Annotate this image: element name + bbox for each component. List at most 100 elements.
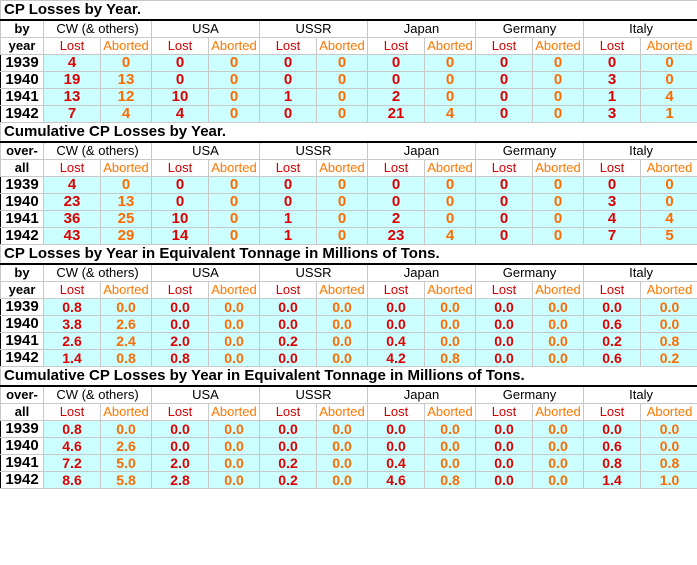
lost-value-cell[interactable]: 0.8 — [583, 454, 641, 472]
nation-header[interactable]: USA — [151, 19, 260, 38]
lost-value-cell[interactable]: 0.4 — [367, 332, 425, 350]
aborted-value-cell[interactable]: 0 — [532, 227, 584, 245]
aborted-header[interactable]: Aborted — [639, 403, 697, 421]
lost-header[interactable]: Lost — [367, 281, 425, 299]
lost-value-cell[interactable]: 1.4 — [43, 349, 101, 367]
nation-header[interactable]: Germany — [475, 263, 584, 282]
year-cell[interactable]: 1942 — [0, 471, 44, 489]
nation-header[interactable]: USSR — [259, 385, 368, 404]
lost-value-cell[interactable]: 0.2 — [259, 332, 317, 350]
year-cell[interactable]: 1939 — [0, 54, 44, 72]
lost-value-cell[interactable]: 23 — [43, 193, 101, 211]
lost-header[interactable]: Lost — [367, 403, 425, 421]
aborted-value-cell[interactable]: 0 — [208, 54, 260, 72]
aborted-value-cell[interactable]: 5 — [639, 227, 697, 245]
nation-header[interactable]: Germany — [475, 385, 584, 404]
year-cell[interactable]: 1939 — [0, 298, 44, 316]
aborted-header[interactable]: Aborted — [316, 37, 368, 55]
aborted-value-cell[interactable]: 0.0 — [532, 420, 584, 438]
aborted-value-cell[interactable]: 0.8 — [639, 332, 697, 350]
lost-header[interactable]: Lost — [151, 159, 209, 177]
lost-value-cell[interactable]: 0 — [475, 88, 533, 106]
aborted-header[interactable]: Aborted — [208, 159, 260, 177]
lost-value-cell[interactable]: 0 — [583, 54, 641, 72]
lost-value-cell[interactable]: 1 — [259, 88, 317, 106]
aborted-value-cell[interactable]: 0.0 — [532, 454, 584, 472]
aborted-value-cell[interactable]: 4 — [639, 210, 697, 228]
aborted-value-cell[interactable]: 0 — [208, 210, 260, 228]
lost-value-cell[interactable]: 0.0 — [475, 298, 533, 316]
lost-value-cell[interactable]: 3.8 — [43, 315, 101, 333]
lost-value-cell[interactable]: 0.0 — [475, 437, 533, 455]
lost-value-cell[interactable]: 1 — [583, 88, 641, 106]
aborted-value-cell[interactable]: 0.0 — [208, 420, 260, 438]
aborted-header[interactable]: Aborted — [100, 37, 152, 55]
lost-value-cell[interactable]: 0.0 — [151, 420, 209, 438]
lost-value-cell[interactable]: 0.0 — [259, 349, 317, 367]
lost-value-cell[interactable]: 10 — [151, 210, 209, 228]
side-label-bottom[interactable]: all — [0, 403, 44, 421]
aborted-value-cell[interactable]: 29 — [100, 227, 152, 245]
lost-value-cell[interactable]: 36 — [43, 210, 101, 228]
lost-header[interactable]: Lost — [583, 37, 641, 55]
side-label-bottom[interactable]: all — [0, 159, 44, 177]
lost-header[interactable]: Lost — [475, 159, 533, 177]
lost-value-cell[interactable]: 23 — [367, 227, 425, 245]
lost-value-cell[interactable]: 1 — [259, 227, 317, 245]
aborted-header[interactable]: Aborted — [424, 403, 476, 421]
aborted-value-cell[interactable]: 2.6 — [100, 315, 152, 333]
lost-value-cell[interactable]: 0 — [475, 176, 533, 194]
lost-value-cell[interactable]: 0.0 — [367, 420, 425, 438]
aborted-value-cell[interactable]: 0.0 — [316, 315, 368, 333]
aborted-value-cell[interactable]: 0.0 — [532, 332, 584, 350]
lost-value-cell[interactable]: 0.8 — [151, 349, 209, 367]
lost-value-cell[interactable]: 1 — [259, 210, 317, 228]
aborted-value-cell[interactable]: 0 — [532, 193, 584, 211]
lost-value-cell[interactable]: 0.0 — [367, 298, 425, 316]
lost-header[interactable]: Lost — [367, 159, 425, 177]
lost-value-cell[interactable]: 0.0 — [151, 298, 209, 316]
lost-value-cell[interactable]: 4.6 — [367, 471, 425, 489]
lost-value-cell[interactable]: 0.2 — [259, 471, 317, 489]
nation-header[interactable]: USSR — [259, 19, 368, 38]
year-cell[interactable]: 1940 — [0, 71, 44, 89]
lost-value-cell[interactable]: 0.2 — [583, 332, 641, 350]
lost-value-cell[interactable]: 3 — [583, 71, 641, 89]
lost-header[interactable]: Lost — [259, 37, 317, 55]
aborted-value-cell[interactable]: 0.0 — [532, 437, 584, 455]
aborted-value-cell[interactable]: 0.0 — [532, 349, 584, 367]
side-label-top[interactable]: over- — [0, 385, 44, 404]
nation-header[interactable]: Japan — [367, 385, 476, 404]
lost-value-cell[interactable]: 4 — [43, 176, 101, 194]
lost-value-cell[interactable]: 0.0 — [583, 420, 641, 438]
nation-header[interactable]: Italy — [582, 141, 697, 160]
lost-value-cell[interactable]: 0 — [151, 71, 209, 89]
nation-header[interactable]: USSR — [259, 141, 368, 160]
aborted-value-cell[interactable]: 2.4 — [100, 332, 152, 350]
aborted-value-cell[interactable]: 0 — [316, 71, 368, 89]
aborted-value-cell[interactable]: 0.0 — [639, 437, 697, 455]
lost-value-cell[interactable]: 3 — [583, 105, 641, 123]
aborted-value-cell[interactable]: 0 — [316, 54, 368, 72]
lost-value-cell[interactable]: 0.0 — [475, 454, 533, 472]
year-cell[interactable]: 1942 — [0, 105, 44, 123]
aborted-value-cell[interactable]: 0 — [208, 88, 260, 106]
aborted-value-cell[interactable]: 0 — [208, 193, 260, 211]
aborted-header[interactable]: Aborted — [639, 37, 697, 55]
lost-value-cell[interactable]: 0.8 — [43, 298, 101, 316]
aborted-value-cell[interactable]: 0.0 — [639, 298, 697, 316]
lost-value-cell[interactable]: 3 — [583, 193, 641, 211]
aborted-header[interactable]: Aborted — [639, 159, 697, 177]
aborted-value-cell[interactable]: 0.0 — [208, 298, 260, 316]
aborted-header[interactable]: Aborted — [639, 281, 697, 299]
side-label-top[interactable]: over- — [0, 141, 44, 160]
lost-value-cell[interactable]: 0.0 — [367, 315, 425, 333]
aborted-value-cell[interactable]: 0.0 — [316, 420, 368, 438]
aborted-value-cell[interactable]: 0 — [208, 176, 260, 194]
aborted-header[interactable]: Aborted — [316, 159, 368, 177]
lost-value-cell[interactable]: 4.2 — [367, 349, 425, 367]
aborted-value-cell[interactable]: 0.0 — [639, 315, 697, 333]
lost-value-cell[interactable]: 0 — [475, 71, 533, 89]
aborted-value-cell[interactable]: 4 — [424, 227, 476, 245]
aborted-value-cell[interactable]: 0.0 — [316, 332, 368, 350]
